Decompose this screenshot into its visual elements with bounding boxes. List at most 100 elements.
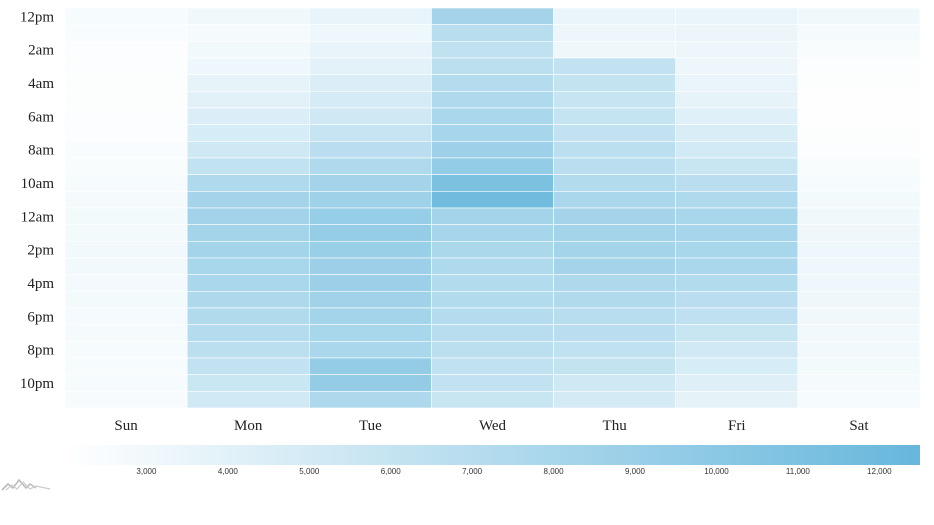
heatmap-cell [797, 74, 921, 92]
heatmap-cell [186, 57, 310, 75]
heatmap-cell [64, 124, 188, 142]
heatmap-cell [64, 291, 188, 309]
heatmap-cell [553, 241, 677, 259]
y-axis-tick-label: 10pm [20, 376, 55, 392]
heatmap-cell [186, 41, 310, 59]
heatmap-cell [431, 7, 554, 25]
heatmap-cell [186, 241, 310, 259]
heatmap-cell [186, 274, 310, 292]
heatmap-cell [431, 207, 554, 225]
heatmap-cell [797, 291, 921, 309]
heatmap-cell [64, 224, 188, 242]
heatmap-cell [308, 274, 432, 292]
heatmap-cell [64, 157, 188, 175]
legend-gradient-bar [65, 445, 920, 465]
heatmap-cell [64, 141, 188, 159]
heatmap-cell [431, 324, 554, 342]
x-axis-tick-label: Sun [114, 418, 138, 434]
heatmap-cell [431, 24, 554, 42]
heatmap-cell [675, 24, 799, 42]
heatmap-cell [186, 357, 310, 375]
y-axis-tick-label: 2am [28, 43, 54, 59]
heatmap-cell [308, 191, 432, 209]
heatmap-cell [186, 91, 310, 109]
heatmap-cell [797, 191, 921, 209]
heatmap-cell [308, 57, 432, 75]
heatmap-cell [431, 107, 554, 125]
heatmap-cell [64, 174, 188, 192]
heatmap-cell [308, 341, 432, 359]
heatmap-cell [797, 7, 921, 25]
heatmap-cell [675, 91, 799, 109]
heatmap-cell [553, 174, 677, 192]
heatmap-cell [308, 141, 432, 159]
heatmap-cell [797, 374, 921, 392]
legend-tick-label: 4,000 [218, 467, 239, 476]
y-axis-tick-label: 12pm [20, 9, 55, 25]
heatmap-cell [797, 124, 921, 142]
heatmap-cell [186, 191, 310, 209]
heatmap-cell [64, 341, 188, 359]
heatmap-cell [797, 224, 921, 242]
heatmap-cell [308, 157, 432, 175]
heatmap-cell [797, 91, 921, 109]
heatmap-cell [675, 241, 799, 259]
heatmap-cell [186, 224, 310, 242]
heatmap-cell [431, 291, 554, 309]
heatmap-cell [797, 241, 921, 259]
heatmap-cell [675, 74, 799, 92]
heatmap-cell [308, 291, 432, 309]
x-axis-tick-label: Fri [728, 418, 746, 434]
heatmap-cell [64, 107, 188, 125]
x-axis-labels: Sun Mon Tue Wed Thu Fri Sat [114, 418, 869, 434]
heatmap-cell [797, 107, 921, 125]
heatmap-cell [797, 57, 921, 75]
heatmap-cell [64, 241, 188, 259]
heatmap-cell [553, 324, 677, 342]
heatmap-cell [675, 174, 799, 192]
heatmap-cell [308, 357, 432, 375]
heatmap-cell [797, 391, 921, 409]
heatmap-cell [675, 391, 799, 409]
heatmap-cell [308, 91, 432, 109]
heatmap-cell [553, 257, 677, 275]
heatmap-cell [64, 191, 188, 209]
heatmap-cell [797, 357, 921, 375]
heatmap-cell [431, 157, 554, 175]
heatmap-cell [797, 157, 921, 175]
heatmap-cell [675, 57, 799, 75]
heatmap-cell [553, 191, 677, 209]
legend-tick-label: 12,000 [867, 467, 892, 476]
heatmap-cell [431, 174, 554, 192]
heatmap-cell [797, 41, 921, 59]
legend-tick-label: 8,000 [544, 467, 565, 476]
y-axis-labels: 12pm 2am 4am 6am 8am 10am 12am 2pm 4pm 6pm 8pm 10pm [20, 9, 55, 392]
legend-tick-label: 5,000 [299, 467, 320, 476]
heatmap-cell [186, 324, 310, 342]
legend-tick-label: 7,000 [462, 467, 483, 476]
heatmap-cell [431, 57, 554, 75]
heatmap-cell [431, 224, 554, 242]
legend-tick-label: 9,000 [625, 467, 646, 476]
heatmap-cell [797, 341, 921, 359]
legend-tick-label: 10,000 [704, 467, 729, 476]
heatmap-cell [186, 257, 310, 275]
heatmap-cells [64, 7, 921, 409]
heatmap-cell [186, 174, 310, 192]
x-axis-tick-label: Tue [359, 418, 382, 434]
heatmap-cell [186, 74, 310, 92]
heatmap-cell [308, 41, 432, 59]
heatmap-cell [675, 41, 799, 59]
heatmap-cell [553, 274, 677, 292]
y-axis-tick-label: 8am [28, 143, 54, 159]
heatmap-cell [308, 307, 432, 325]
heatmap-cell [431, 74, 554, 92]
heatmap-cell [797, 174, 921, 192]
heatmap-cell [186, 7, 310, 25]
x-axis-tick-label: Thu [603, 418, 628, 434]
heatmap-cell [553, 157, 677, 175]
heatmap-cell [64, 324, 188, 342]
heatmap-cell [431, 41, 554, 59]
heatmap-cell [64, 24, 188, 42]
heatmap-cell [553, 307, 677, 325]
